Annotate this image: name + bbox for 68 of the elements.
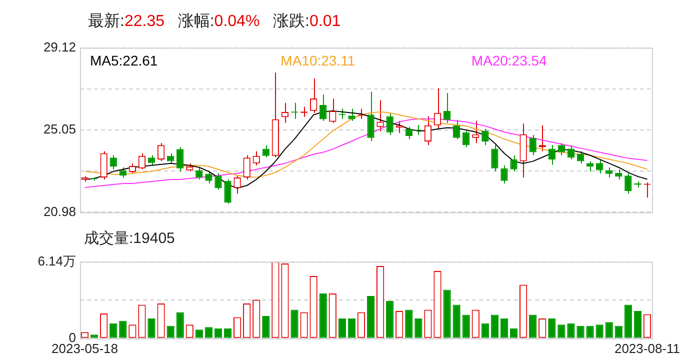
- bar: [176, 312, 184, 338]
- candlestick: [320, 94, 327, 122]
- candlestick: [386, 112, 394, 136]
- bar: [386, 300, 394, 338]
- bar: [110, 323, 118, 338]
- bar: [443, 290, 451, 338]
- candlestick: [348, 108, 356, 122]
- candlestick: [243, 154, 250, 180]
- candlestick: [224, 178, 232, 204]
- bar: [529, 314, 537, 338]
- text: MA20:23.54: [471, 52, 548, 69]
- candlestick: [148, 154, 156, 166]
- candlestick: [462, 130, 470, 148]
- bar: [262, 316, 270, 338]
- candlestick: [214, 172, 222, 190]
- bar: [481, 323, 489, 338]
- bar: [405, 310, 413, 338]
- text: MA5:22.61: [90, 52, 158, 69]
- candlestick: [157, 142, 165, 162]
- bar: [148, 318, 156, 338]
- bar: [548, 318, 556, 338]
- candlestick: [529, 134, 536, 156]
- bar: [319, 293, 327, 338]
- bar: [567, 323, 575, 338]
- candlestick: [376, 100, 384, 132]
- y-tick-label: 25.05: [43, 122, 76, 137]
- y-tick-label: 29.12: [43, 39, 76, 54]
- bar: [290, 310, 298, 338]
- candlestick: [434, 88, 442, 130]
- y-tick-label: 20.98: [43, 204, 76, 219]
- bar: [462, 314, 470, 338]
- bar: [414, 318, 422, 338]
- bar: [634, 310, 642, 338]
- bar: [500, 318, 508, 338]
- candlestick: [100, 150, 108, 180]
- bar: [596, 324, 604, 338]
- candlestick: [606, 166, 613, 178]
- candlestick: [624, 172, 632, 194]
- y-tick-label: 6.14万: [38, 253, 76, 268]
- bar: [624, 304, 632, 338]
- bar: [605, 322, 613, 338]
- candlestick: [500, 164, 508, 184]
- candlestick: [452, 119, 460, 140]
- candlestick: [491, 144, 498, 172]
- candlestick: [443, 92, 451, 124]
- candlestick: [119, 166, 126, 178]
- x-tick-label: 2023-08-11: [614, 340, 680, 356]
- bar: [452, 304, 460, 338]
- candlestick: [166, 152, 174, 164]
- bar: [366, 296, 375, 338]
- chart-subtitle: 成交量:19405: [83, 229, 176, 249]
- candlestick: [396, 120, 403, 134]
- candlestick: [586, 160, 594, 172]
- candlestick: [310, 78, 318, 114]
- bar: [348, 318, 356, 338]
- bar: [119, 320, 127, 338]
- candlestick: [205, 170, 212, 184]
- candlestick: [281, 102, 289, 124]
- bar: [490, 314, 499, 338]
- candlestick: [176, 146, 184, 172]
- candlestick: [138, 152, 146, 170]
- candlestick: [472, 120, 480, 144]
- candlestick: [367, 91, 374, 142]
- candlestick: [424, 116, 432, 146]
- text: MA10:23.11: [280, 52, 356, 69]
- bar: [558, 324, 566, 338]
- chart-title: 最新:22.35 涨幅:0.04% 涨跌:0.01: [88, 13, 341, 30]
- bar: [338, 318, 346, 338]
